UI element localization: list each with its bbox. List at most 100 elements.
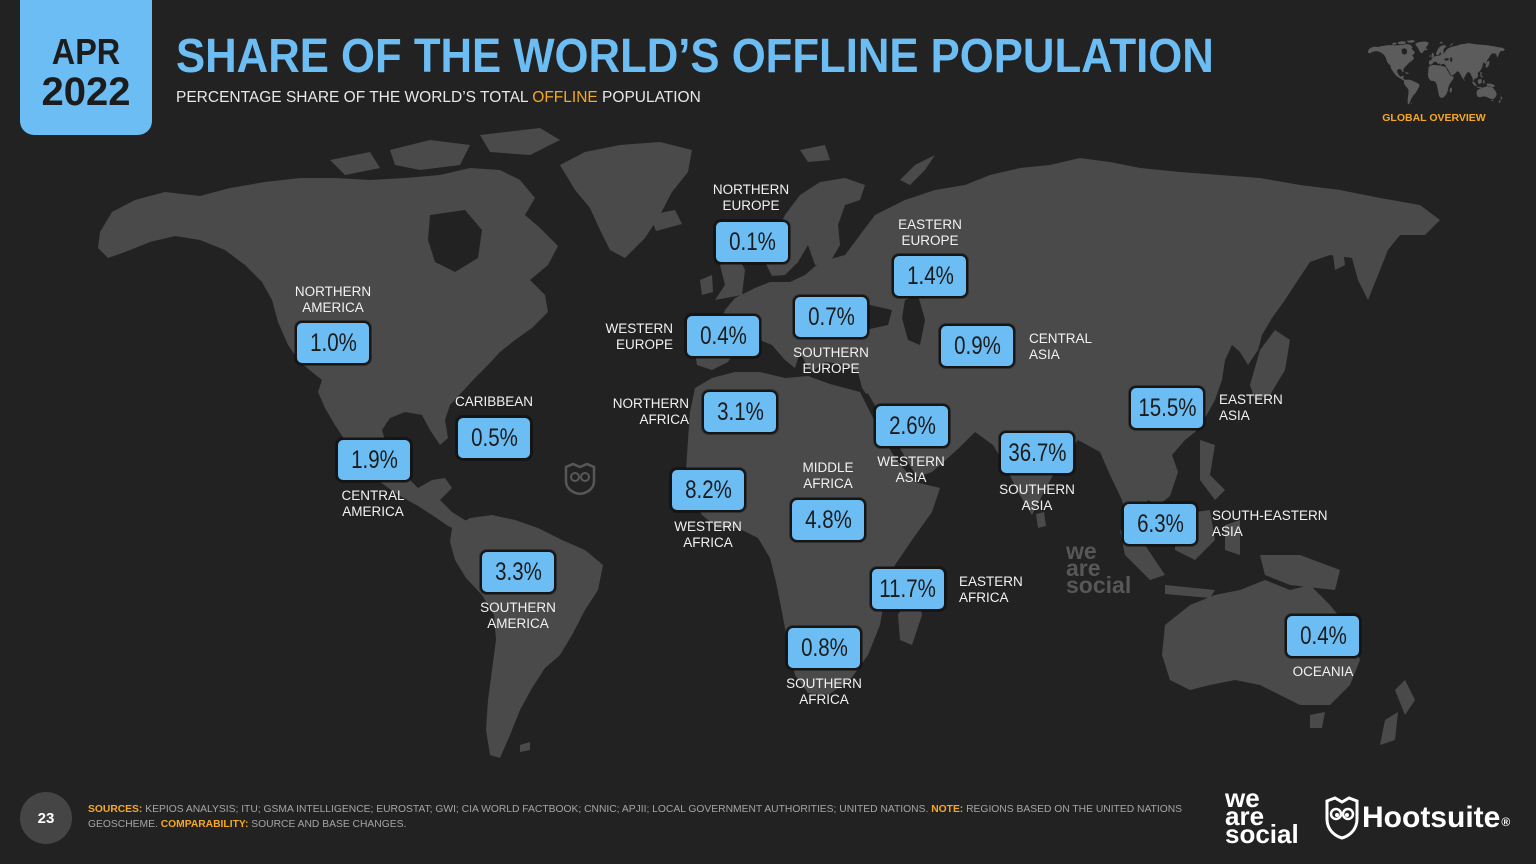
sources-text: KEPIOS ANALYSIS; ITU; GSMA INTELLIGENCE;… [145,804,929,815]
region-label: MIDDLE AFRICA [768,460,888,492]
owl-eye-right [1341,807,1355,821]
region-label: OCEANIA [1263,664,1383,680]
owl-pupil-left [1335,813,1339,817]
region-label: SOUTHERN EUROPE [771,345,891,377]
region-label: EASTERN AFRICA [959,574,1109,606]
region-label: WESTERN ASIA [851,454,971,486]
region-value: 0.9% [953,332,1001,360]
comparability-text: SOURCE AND BASE CHANGES. [251,819,407,830]
region-value: 15.5% [1137,394,1197,422]
region-label-line: AFRICA [683,535,733,550]
region-value: 4.8% [804,506,852,534]
region-value-box: 0.5% [456,416,532,460]
note-label: NOTE: [931,804,964,815]
region-value: 1.0% [309,329,357,357]
sources-note: SOURCES: KEPIOS ANALYSIS; ITU; GSMA INTE… [88,802,1196,832]
region-value: 0.8% [800,634,848,662]
region-label: NORTHERN AFRICA [569,396,689,428]
region-value: 0.7% [807,303,855,331]
region-value: 3.3% [494,558,542,586]
region-label-line: WESTERN [674,519,742,534]
region-label-line: SOUTHERN [480,600,556,615]
region-value: 8.2% [684,476,732,504]
region-label-line: EUROPE [615,337,673,352]
region-label-line: NORTHERN [294,284,372,299]
owl-pupil-right [1345,813,1349,817]
region-label-line: CARIBBEAN [454,394,534,409]
region-label: EASTERN EUROPE [870,217,990,249]
region-value: 2.6% [888,412,936,440]
region-label-line: ASIA [1029,347,1060,362]
we-are-social-watermark: we are social [1066,538,1132,598]
region-value-box: 3.3% [480,550,556,594]
registered-mark: ® [1501,815,1511,829]
region-value-box: 2.6% [874,404,950,448]
sources-label: SOURCES: [88,804,143,815]
hootsuite-owl-icon [1325,796,1359,840]
watermark-line: are [1066,555,1101,581]
region-label: NORTHERN AMERICA [273,284,393,316]
region-label-line: ASIA [1212,524,1243,539]
region-label-line: AMERICA [302,300,364,315]
region-value: 0.4% [699,322,747,350]
page-number: 23 [20,792,72,844]
region-label: WESTERN EUROPE [553,321,674,353]
region-label-line: EASTERN [898,217,962,232]
region-value-box: 1.4% [892,254,968,298]
region-value-box: 11.7% [870,567,946,611]
date-month: APR [20,33,152,71]
date-month-text: APR [51,31,121,72]
region-value-box: 3.1% [702,390,778,434]
region-label: SOUTH-EASTERN ASIA [1212,508,1362,540]
region-label-line: CENTRAL [341,488,405,503]
logo-line: we [1225,783,1260,813]
date-year: 2022 [41,70,131,114]
region-label: NORTHERN EUROPE [691,182,811,214]
region-label-line: SOUTHERN [786,676,862,691]
region-value-box: 1.0% [295,321,371,365]
region-label-line: WESTERN [877,454,945,469]
watermark-line: we [1066,538,1097,564]
region-value-box: 4.8% [790,498,866,542]
region-label: SOUTHERN AFRICA [764,676,884,708]
region-value-box: 15.5% [1129,386,1205,430]
region-label-line: AFRICA [803,476,853,491]
region-label-line: NORTHERN [712,182,790,197]
region-label-line: AFRICA [799,692,849,707]
region-label: SOUTHERN AMERICA [458,600,578,632]
subtitle-highlight: OFFLINE [532,89,598,106]
owl-head-outline [1325,796,1359,840]
region-label-line: MIDDLE [802,460,854,475]
hootsuite-logo-text: Hootsuite® [1362,800,1510,836]
region-label-line: EUROPE [802,361,860,376]
date-badge: APR 2022 [20,0,152,135]
page-title: SHARE OF THE WORLD’S OFFLINE POPULATION [176,30,1214,83]
region-label-line: EUROPE [722,198,780,213]
owl-outline [564,462,596,495]
region-value-box: 1.9% [336,438,412,482]
region-value: 0.1% [728,228,776,256]
region-value: 0.5% [470,424,518,452]
region-label-line: ASIA [1219,408,1250,423]
region-label: CARIBBEAN [434,394,554,410]
region-value-box: 6.3% [1122,502,1198,546]
region-value: 0.4% [1299,622,1347,650]
region-label: SOUTHERN ASIA [977,482,1097,514]
section-tag: GLOBAL OVERVIEW [1382,112,1486,124]
region-label: EASTERN ASIA [1219,392,1369,424]
region-label-line: NORTHERN [612,396,689,411]
owl-eye-right [580,472,590,482]
region-value-box: 8.2% [670,468,746,512]
region-label-line: EASTERN [959,574,1023,589]
region-label: CENTRAL AMERICA [313,488,433,520]
region-value: 3.1% [716,398,764,426]
watermark-line: social [1066,572,1132,598]
region-label-line: CENTRAL [1029,331,1093,346]
hootsuite-name: Hootsuite [1362,801,1501,834]
region-label-line: SOUTHERN [999,482,1075,497]
world-map-icon [1367,39,1506,105]
owl-eye-left [1329,807,1343,821]
region-label-line: AMERICA [342,504,404,519]
comparability-label: COMPARABILITY: [160,819,249,830]
subtitle-text: PERCENTAGE SHARE OF THE WORLD’S TOTAL [176,89,528,106]
